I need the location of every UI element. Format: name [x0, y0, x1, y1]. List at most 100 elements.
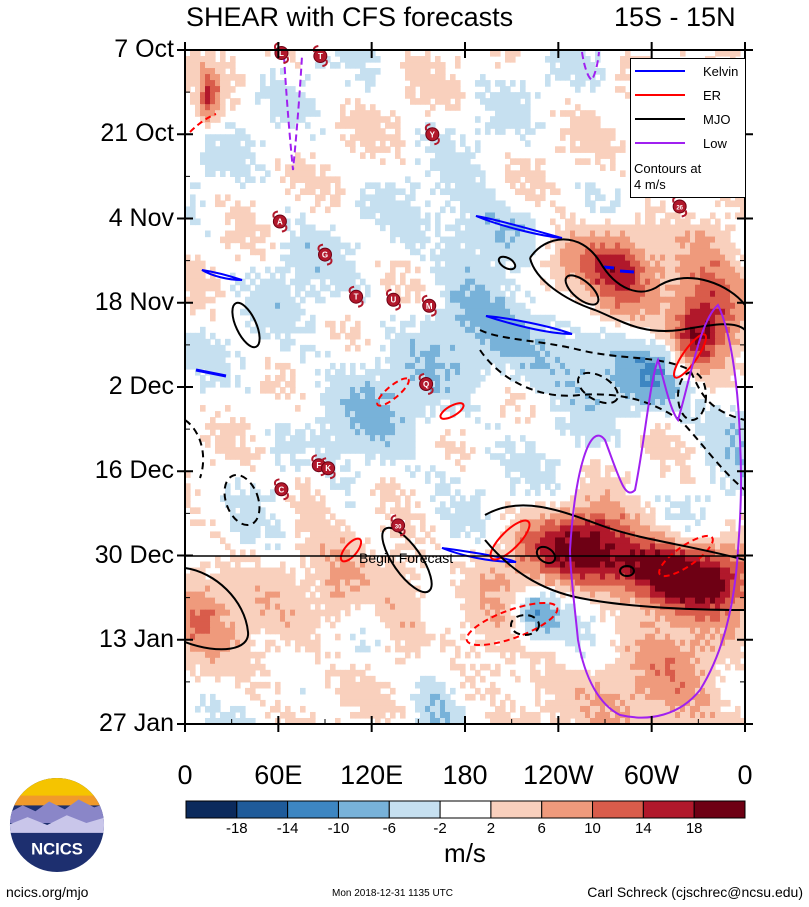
heatmap-cell [485, 326, 491, 334]
heatmap-cell [615, 284, 621, 292]
heatmap-cell [420, 92, 426, 99]
heatmap-cell [275, 453, 281, 460]
heatmap-cell [535, 182, 541, 190]
heatmap-cell [480, 170, 486, 177]
heatmap-cell [255, 302, 261, 310]
heatmap-cell [600, 501, 606, 508]
heatmap-cell [510, 80, 516, 87]
heatmap-cell [320, 296, 326, 304]
heatmap-cell [575, 230, 581, 238]
heatmap-cell [550, 50, 556, 57]
heatmap-cell [600, 495, 606, 502]
heatmap-cell [600, 224, 606, 232]
heatmap-cell [400, 423, 406, 430]
heatmap-cell [450, 411, 456, 418]
heatmap-cell [675, 212, 681, 220]
heatmap-cell [320, 417, 326, 424]
heatmap-cell [585, 224, 591, 232]
heatmap-cell [530, 218, 536, 226]
heatmap-cell [255, 531, 261, 539]
heatmap-cell [395, 417, 401, 424]
heatmap-cell [460, 200, 466, 208]
heatmap-cell [255, 272, 261, 280]
heatmap-cell [185, 86, 191, 93]
heatmap-cell [675, 435, 681, 442]
heatmap-cell [640, 531, 646, 539]
heatmap-cell [545, 477, 551, 484]
heatmap-cell [605, 140, 611, 147]
heatmap-cell [365, 194, 371, 202]
heatmap-cell [700, 260, 706, 268]
heatmap-cell [205, 86, 211, 93]
heatmap-cell [230, 519, 236, 527]
heatmap-cell [450, 320, 456, 328]
heatmap-cell [195, 182, 201, 190]
heatmap-cell [420, 80, 426, 87]
heatmap-cell [695, 549, 701, 557]
heatmap-cell [545, 549, 551, 557]
heatmap-cell [740, 272, 745, 280]
heatmap-cell [405, 224, 411, 232]
heatmap-cell [610, 128, 616, 135]
heatmap-cell [330, 362, 336, 370]
heatmap-cell [380, 477, 386, 484]
heatmap-cell [500, 104, 506, 111]
heatmap-cell [355, 116, 361, 123]
heatmap-cell [610, 332, 616, 340]
heatmap-cell [595, 152, 601, 159]
heatmap-cell [240, 74, 246, 81]
heatmap-cell [540, 519, 546, 527]
heatmap-cell [570, 248, 576, 256]
heatmap-cell [305, 278, 311, 286]
heatmap-cell [615, 308, 621, 316]
heatmap-cell [655, 284, 661, 292]
heatmap-cell [480, 278, 486, 286]
heatmap-cell [610, 368, 616, 376]
heatmap-cell [690, 254, 696, 262]
heatmap-cell [410, 86, 416, 93]
heatmap-cell [420, 218, 426, 226]
heatmap-cell [560, 248, 566, 256]
heatmap-cell [590, 230, 596, 238]
heatmap-cell [580, 519, 586, 527]
heatmap-cell [520, 393, 526, 400]
heatmap-cell [585, 122, 591, 129]
heatmap-cell [360, 206, 366, 214]
heatmap-cell [205, 116, 211, 123]
heatmap-cell [555, 260, 561, 268]
heatmap-cell [515, 362, 521, 370]
heatmap-cell [210, 423, 216, 430]
heatmap-cell [370, 387, 376, 394]
heatmap-cell [640, 338, 646, 346]
heatmap-cell [595, 380, 601, 388]
heatmap-cell [650, 447, 656, 454]
heatmap-cell [545, 332, 551, 340]
heatmap-cell [685, 302, 691, 310]
heatmap-cell [235, 495, 241, 502]
heatmap-cell [275, 302, 281, 310]
heatmap-cell [595, 116, 601, 123]
heatmap-cell [430, 92, 436, 99]
heatmap-cell [685, 236, 691, 244]
heatmap-cell [365, 429, 371, 436]
heatmap-cell [565, 380, 571, 388]
heatmap-cell [240, 447, 246, 454]
heatmap-cell [355, 399, 361, 406]
heatmap-cell [425, 338, 431, 346]
heatmap-cell [350, 146, 356, 153]
heatmap-cell [585, 471, 591, 478]
heatmap-cell [680, 543, 686, 551]
heatmap-cell [195, 260, 201, 268]
heatmap-cell [600, 483, 606, 490]
heatmap-cell [495, 296, 501, 304]
heatmap-cell [490, 104, 496, 111]
heatmap-cell [245, 308, 251, 316]
heatmap-cell [345, 266, 351, 274]
heatmap-cell [705, 350, 711, 358]
heatmap-cell [505, 230, 511, 238]
heatmap-cell [670, 254, 676, 262]
heatmap-cell [305, 507, 311, 514]
heatmap-cell [695, 320, 701, 328]
heatmap-cell [365, 399, 371, 406]
heatmap-cell [545, 543, 551, 551]
